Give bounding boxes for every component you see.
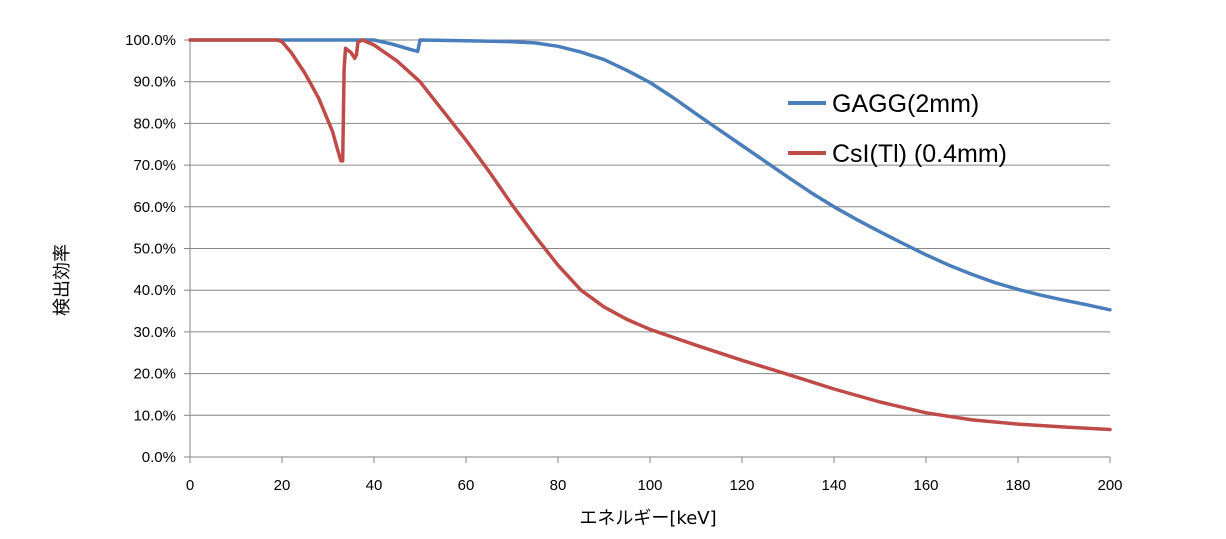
x-axis-title: エネルギー[keV] — [579, 508, 716, 529]
x-tick-label: 80 — [550, 477, 567, 494]
legend: GAGG(2mm) CsI(Tl) (0.4mm) — [788, 90, 1007, 168]
y-tick-label: 100.0% — [125, 32, 176, 49]
legend-label-gagg: GAGG(2mm) — [832, 90, 979, 118]
x-tick-label: 100 — [637, 477, 662, 494]
series-lines — [188, 38, 1112, 432]
x-tick-label: 200 — [1097, 477, 1122, 494]
y-tick-label: 90.0% — [133, 74, 176, 91]
y-tick-label: 0.0% — [142, 449, 176, 466]
x-tick-label: 180 — [1005, 477, 1030, 494]
x-tick-label: 60 — [458, 477, 475, 494]
y-tick-label: 40.0% — [133, 282, 176, 299]
y-tick-label: 30.0% — [133, 324, 176, 341]
y-axis-title: 検出効率 — [52, 244, 73, 316]
x-tick-label: 140 — [821, 477, 846, 494]
x-tick-label: 20 — [274, 477, 291, 494]
x-axis-tick-labels: 0 20 40 60 80 100 120 140 160 180 200 — [186, 477, 1123, 494]
y-tick-label: 60.0% — [133, 199, 176, 216]
y-tick-label: 70.0% — [133, 157, 176, 174]
y-tick-label: 80.0% — [133, 115, 176, 132]
axes — [184, 39, 1111, 463]
x-tick-label: 0 — [186, 477, 194, 494]
y-tick-label: 50.0% — [133, 241, 176, 258]
x-tick-label: 160 — [913, 477, 938, 494]
y-tick-label: 20.0% — [133, 366, 176, 383]
series-line-gagg — [188, 38, 1112, 312]
x-tick-label: 120 — [729, 477, 754, 494]
legend-label-csi: CsI(Tl) (0.4mm) — [832, 140, 1007, 168]
x-tick-label: 40 — [366, 477, 383, 494]
y-axis-tick-labels: 0.0% 10.0% 20.0% 30.0% 40.0% 50.0% 60.0% 70.0% 8… — [125, 32, 176, 466]
series-line-csi — [188, 38, 1112, 432]
y-tick-label: 10.0% — [133, 407, 176, 424]
